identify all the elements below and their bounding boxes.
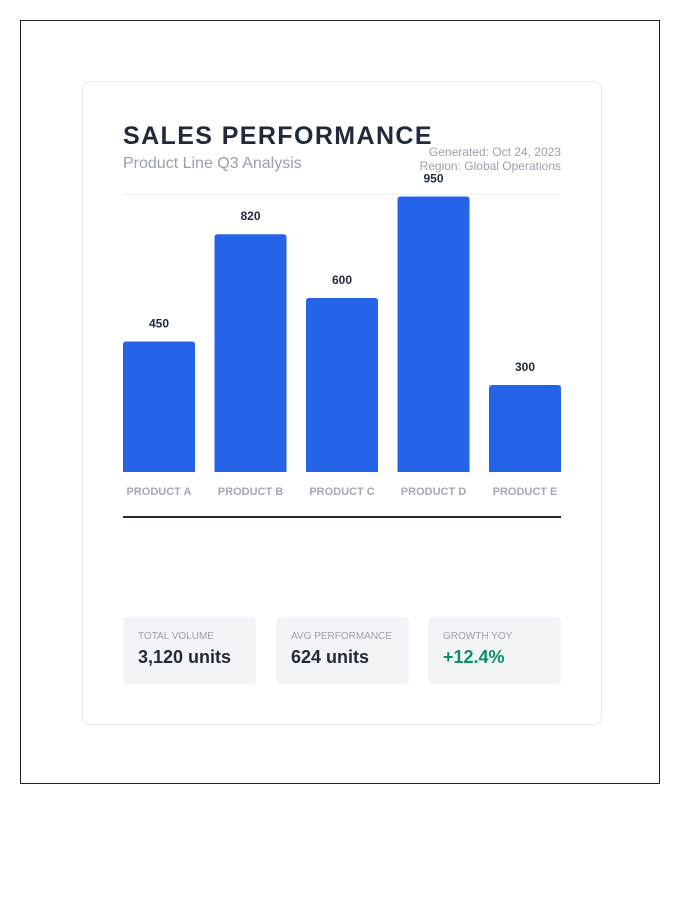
summary-stats: TOTAL VOLUME 3,120 units AVG PERFORMANCE… (123, 617, 561, 684)
report-subtitle: Product Line Q3 Analysis (123, 155, 302, 172)
report-title: SALES PERFORMANCE (123, 122, 433, 150)
bar-value-label: 820 (240, 209, 260, 223)
bar-value-label: 300 (515, 360, 535, 374)
report-card: SALES PERFORMANCE Product Line Q3 Analys… (82, 81, 602, 725)
stat-value: 624 units (291, 647, 370, 667)
bar-product-c (306, 298, 378, 472)
bar-value-label: 450 (149, 317, 169, 331)
category-label: PRODUCT C (309, 486, 374, 498)
stat-card-avg-performance: AVG PERFORMANCE 624 units (276, 617, 409, 684)
category-label: PRODUCT A (127, 486, 192, 498)
bar-product-e (489, 385, 561, 472)
generated-date: Generated: Oct 24, 2023 (428, 145, 561, 159)
stat-card-total-volume: TOTAL VOLUME 3,120 units (123, 617, 256, 684)
bar-product-b (214, 234, 287, 472)
bar-chart: 450 PRODUCT A 820 PRODUCT B 600 PRODUCT C 950 P… (123, 172, 561, 578)
bar-product-d (397, 196, 470, 472)
category-label: PRODUCT B (218, 486, 283, 498)
bar-value-label: 600 (332, 273, 352, 287)
stat-label: TOTAL VOLUME (138, 631, 214, 642)
stat-value: 3,120 units (138, 647, 232, 667)
stat-label: AVG PERFORMANCE (291, 631, 392, 642)
region-label: Region: Global Operations (419, 159, 561, 173)
bar-chart-svg: 450 PRODUCT A 820 PRODUCT B 600 PRODUCT C 950 P… (123, 172, 561, 518)
bar-product-a (123, 341, 195, 472)
stat-value: +12.4% (443, 647, 505, 667)
stat-card-growth-yoy: GROWTH YOY +12.4% (428, 617, 561, 684)
report-header: SALES PERFORMANCE Product Line Q3 Analys… (123, 122, 561, 195)
report-meta: Generated: Oct 24, 2023 Region: Global O… (420, 145, 561, 173)
category-label: PRODUCT D (401, 486, 466, 498)
category-label: PRODUCT E (493, 486, 558, 498)
page-frame: SALES PERFORMANCE Product Line Q3 Analys… (20, 20, 660, 784)
bar-value-label: 950 (423, 172, 443, 186)
stat-label: GROWTH YOY (443, 631, 513, 642)
